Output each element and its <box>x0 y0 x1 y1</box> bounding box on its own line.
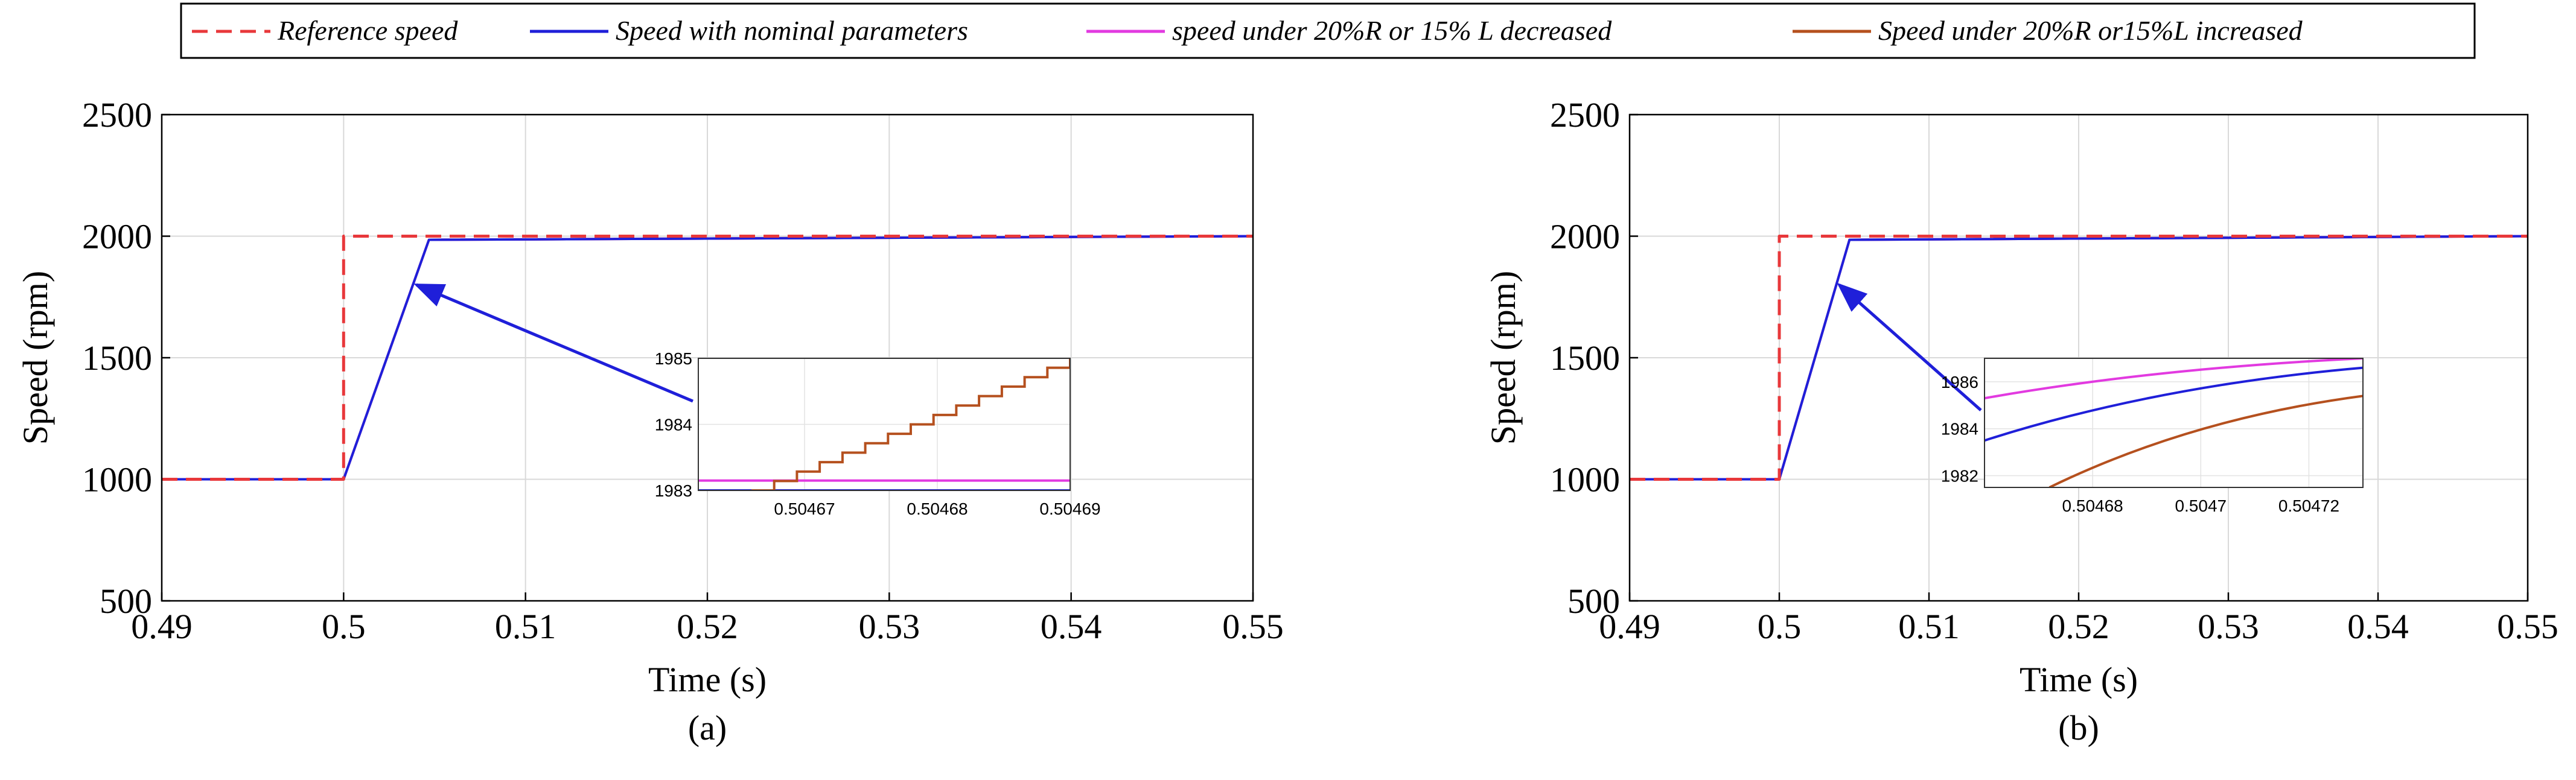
inset-ytick-label: 1983 <box>655 481 692 500</box>
inset-ytick-label: 1984 <box>655 416 692 434</box>
x-axis-label: Time (s) <box>648 660 767 699</box>
series-speed-with-nominal-parameters <box>162 235 1254 481</box>
axes-frame <box>161 113 1254 602</box>
inset-series-speed-under-20-r-or15-l-increased <box>751 358 1070 490</box>
ytick-label: 2500 <box>82 95 152 135</box>
series-reference-speed <box>1630 235 2528 481</box>
inset-zoom: 1982 1984 1986 0.50468 0.5047 0.50472 <box>1941 358 2364 515</box>
ytick-label: 1500 <box>82 338 152 378</box>
inset-series-speed-under-20-r-or-15-l-decreased <box>1985 358 2363 400</box>
inset-ytick-label: 1984 <box>1941 420 1978 439</box>
ytick-label: 2500 <box>1550 95 1620 135</box>
xtick-label: 0.49 <box>131 607 193 646</box>
y-axis-label: Speed (rpm) <box>16 271 55 445</box>
x-axis-label: Time (s) <box>2020 660 2138 699</box>
chart-a: 500 1000 1500 2000 2500 0.49 0.5 0.51 0.52 0.53 0… <box>16 95 1284 747</box>
ytick-label: 2000 <box>1550 217 1620 256</box>
axes-frame <box>1628 113 2529 602</box>
inset-xtick-label: 0.50472 <box>2278 496 2339 515</box>
y-axis-label: Speed (rpm) <box>1484 271 1523 445</box>
panel-caption: (a) <box>688 708 727 747</box>
zoom-arrow <box>413 283 693 403</box>
inset-ytick-label: 1986 <box>1941 373 1978 392</box>
legend-label-increased: Speed under 20%R or15%L increased <box>1878 15 2303 46</box>
legend-label-reference: Reference speed <box>277 15 458 46</box>
xtick-label: 0.54 <box>2347 607 2409 646</box>
xtick-label: 0.5 <box>1758 607 1802 646</box>
xtick-label: 0.5 <box>322 607 366 646</box>
inset-xtick-label: 0.50468 <box>907 499 968 518</box>
xtick-label: 0.52 <box>2048 607 2109 646</box>
ytick-label: 2000 <box>82 217 152 256</box>
xtick-label: 0.53 <box>2198 607 2259 646</box>
inset-series-speed-under-20-r-or15-l-increased <box>2048 395 2363 487</box>
xtick-label: 0.52 <box>677 607 738 646</box>
xtick-label: 0.51 <box>1898 607 1960 646</box>
xtick-label: 0.55 <box>2497 607 2558 646</box>
inset-frame <box>1984 358 2364 488</box>
ytick-label: 1500 <box>1550 338 1620 378</box>
inset-ytick-label: 1982 <box>1941 467 1978 486</box>
inset-frame <box>698 358 1071 491</box>
xtick-label: 0.54 <box>1041 607 1102 646</box>
panel-caption: (b) <box>2058 708 2099 747</box>
series-reference-speed <box>162 235 1253 481</box>
xtick-label: 0.51 <box>495 607 556 646</box>
inset-xtick-label: 0.50467 <box>774 499 835 518</box>
chart-b: 500 1000 1500 2000 2500 0.49 0.5 0.51 0.52 0.53 0… <box>1484 95 2558 747</box>
ytick-label: 1000 <box>1550 460 1620 499</box>
xtick-label: 0.53 <box>859 607 920 646</box>
ytick-label: 1000 <box>82 460 152 499</box>
inset-xtick-label: 0.50469 <box>1039 499 1100 518</box>
inset-xtick-label: 0.50468 <box>2062 496 2123 515</box>
xtick-label: 0.49 <box>1599 607 1660 646</box>
legend: Reference speed Speed with nominal param… <box>180 2 2476 59</box>
inset-xtick-label: 0.5047 <box>2175 496 2227 515</box>
zoom-arrow <box>1837 282 1982 411</box>
inset-zoom: 1983 1984 1985 0.50467 0.50468 0.50469 <box>655 349 1101 518</box>
xtick-label: 0.55 <box>1222 607 1284 646</box>
ytick-label: 500 <box>100 582 152 621</box>
legend-label-decreased: speed under 20%R or 15% L decreased <box>1172 15 1612 46</box>
inset-ytick-label: 1985 <box>655 349 692 368</box>
legend-label-nominal: Speed with nominal parameters <box>616 15 968 46</box>
inset-series-speed-with-nominal-parameters <box>1985 366 2363 442</box>
ytick-label: 500 <box>1567 582 1620 621</box>
